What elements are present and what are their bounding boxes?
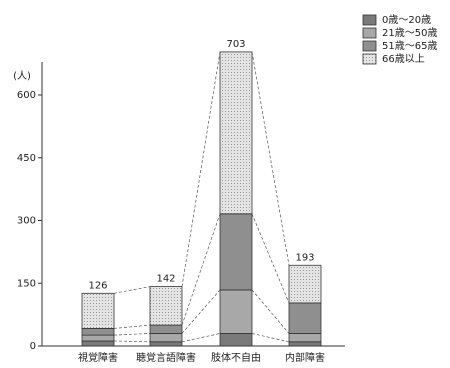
- bar-segment: [288, 333, 322, 343]
- y-tick-label: 150: [17, 278, 36, 289]
- legend-label: 21歳～50歳: [382, 27, 437, 39]
- bar-segment: [219, 51, 253, 215]
- y-tick-label: 300: [17, 216, 36, 227]
- bar-segment: [288, 302, 322, 334]
- connector: [251, 289, 290, 334]
- connector: [113, 333, 151, 336]
- bar-segment: [149, 341, 183, 347]
- connector: [113, 286, 151, 294]
- total-label: 142: [156, 274, 175, 285]
- x-tick-label: 聴覚言語障害: [136, 351, 196, 364]
- connector: [181, 333, 221, 343]
- y-tick-label: 0: [30, 341, 36, 352]
- connector: [251, 213, 290, 304]
- bar-segment: [219, 333, 253, 347]
- legend-swatch: [362, 40, 377, 52]
- x-tick-label: 内部障害: [285, 351, 325, 364]
- bar-segment: [81, 340, 115, 347]
- bar-segment: [81, 334, 115, 342]
- legend-swatch: [362, 14, 377, 26]
- connector: [181, 289, 221, 334]
- bar-segment: [81, 328, 115, 336]
- bar-segment: [81, 292, 115, 329]
- connector: [181, 51, 221, 287]
- y-axis-label: (人): [13, 70, 31, 82]
- connector: [251, 333, 290, 343]
- total-label: 126: [88, 280, 107, 291]
- legend-swatch: [362, 27, 377, 39]
- legend-label: 0歳～20歳: [382, 14, 431, 26]
- x-tick-label: 肢体不自由: [211, 351, 261, 364]
- bar-segment: [219, 213, 253, 291]
- x-tick-label: 視覚障害: [78, 351, 118, 364]
- legend-label: 51歳～65歳: [382, 40, 437, 52]
- total-label: 193: [295, 252, 314, 263]
- total-label: 703: [226, 39, 245, 50]
- bar-segment: [288, 341, 322, 347]
- connector: [181, 213, 221, 326]
- bar-segment: [149, 324, 183, 334]
- bar-segment: [149, 286, 183, 326]
- legend-swatch: [362, 53, 377, 65]
- connector: [251, 51, 290, 266]
- y-tick-label: 450: [17, 153, 36, 164]
- bar-segment: [149, 333, 183, 343]
- legend-label: 66歳以上: [382, 53, 425, 65]
- y-tick-label: 600: [17, 90, 36, 101]
- connector: [113, 340, 151, 343]
- bar-segment: [288, 264, 322, 304]
- connector: [113, 324, 151, 329]
- bar-segment: [219, 289, 253, 334]
